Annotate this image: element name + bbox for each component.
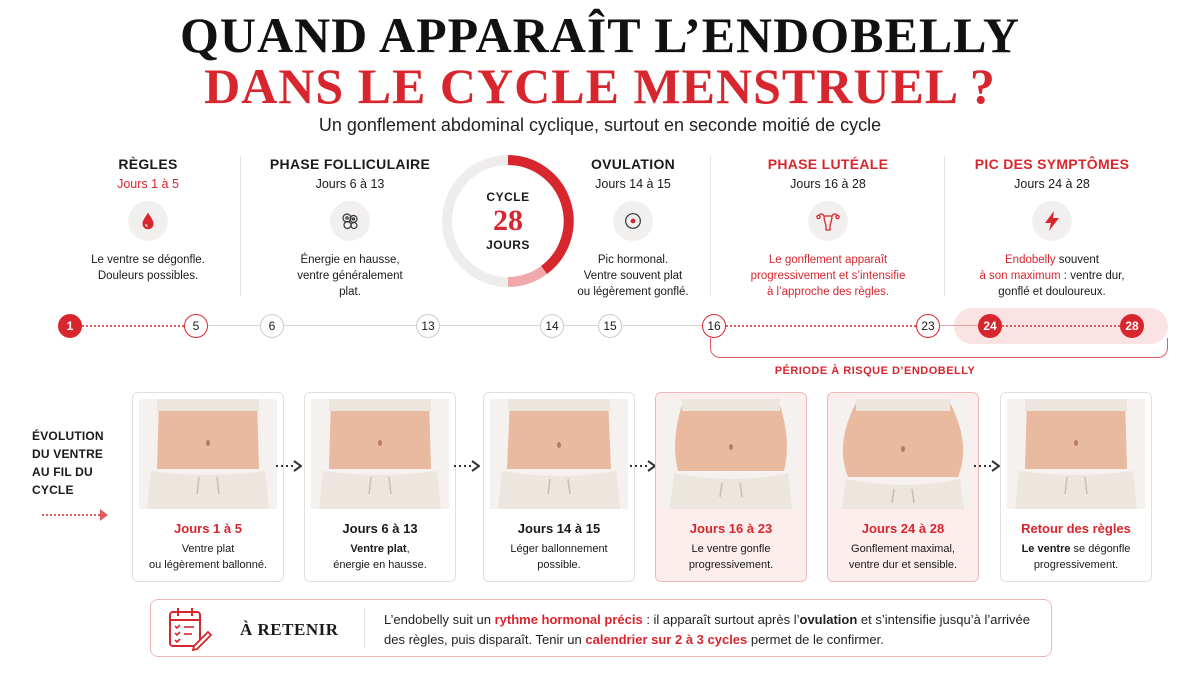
belly-illustration [490,399,628,509]
lightning-icon [1032,201,1072,241]
card-description: Le ventre se dégonfle progressivement. [1021,543,1131,571]
divider [710,156,711,296]
subtitle: Un gonflement abdominal cyclique, surtou… [318,115,882,135]
phase-title: PHASE LUTÉALE [767,156,889,172]
day-marker: 28 [1120,314,1144,338]
timeline-segment [208,325,260,326]
cycle-label: CYCLE 28 JOURS [486,190,530,252]
belly-illustration [311,399,449,509]
day-marker: 23 [916,314,940,338]
phase-title: PHASE FOLLICULAIRE [269,156,431,172]
phase-days: Jours 1 à 5 [117,177,179,191]
divider [240,156,241,296]
timeline-segment [940,325,978,326]
card-label: Jours 14 à 15 [517,521,601,536]
belly-illustration [834,399,972,509]
phase-description: Endobelly souvent à son maximum : ventre… [979,254,1125,298]
belly-card: Jours 16 à 23 Le ventre gonfle progressi… [655,392,807,582]
phase-pic-symptomes: PIC DES SYMPTÔMES Jours 24 à 28 Endobell… [962,156,1142,300]
checklist-calendar-icon [169,608,212,652]
day-marker: 13 [416,314,440,338]
day-marker: 15 [598,314,622,338]
phase-title: PIC DES SYMPTÔMES [974,156,1130,172]
card-label: Jours 24 à 28 [861,521,945,536]
card-description: Le ventre gonfle progressivement. [688,543,774,571]
evolution-label: ÉVOLUTION DU VENTRE AU FIL DU CYCLE [32,429,104,497]
day-marker: 6 [260,314,284,338]
dotted-arrow-icon [276,460,302,472]
belly-illustration [139,399,277,509]
title-line-2: DANS LE CYCLE MENSTRUEL ? [204,58,996,114]
phase-title: OVULATION [590,156,676,172]
timeline-segment [726,325,916,327]
card-description: Ventre plat ou légèrement ballonné. [148,543,268,571]
divider [364,608,365,648]
phase-title: RÈGLES [118,156,178,172]
card-description: Ventre plat, énergie en hausse. [333,543,427,571]
dotted-arrow-icon [454,460,480,472]
dotted-arrow-icon [630,460,656,472]
divider [944,156,945,296]
uterus-icon [808,201,848,241]
timeline-segment [440,325,540,326]
arrow-head-icon [100,509,108,521]
phase-days: Jours 24 à 28 [1014,177,1090,191]
day-marker: 5 [184,314,208,338]
day-marker: 16 [702,314,726,338]
phase-luteale: PHASE LUTÉALE Jours 16 à 28 Le gonflemen… [738,156,918,300]
timeline-segment [82,325,184,327]
risk-period-label: PÉRIODE À RISQUE D’ENDOBELLY [774,365,976,377]
dotted-arrow-icon [974,460,1000,472]
belly-card: Retour des règles Le ventre se dégonfle … [1000,392,1152,582]
retenir-box [150,599,1052,657]
phase-description: Pic hormonal. Ventre souvent plat ou lég… [577,254,689,298]
title-line-1: QUAND APPARAÎT L’ENDOBELLY [179,7,1021,63]
phase-regles: RÈGLES Jours 1 à 5 Le ventre se dégonfle… [60,156,236,284]
phase-description: Énergie en hausse, ventre généralement p… [297,254,403,298]
belly-card: Jours 24 à 28 Gonflement maximal, ventre… [827,392,979,582]
card-description: Léger ballonnement possible. [510,543,608,571]
retenir-text: L’endobelly suit un rythme hormonal préc… [384,612,1030,647]
card-label: Jours 1 à 5 [174,521,242,536]
phase-days: Jours 14 à 15 [595,177,671,191]
card-label: Jours 16 à 23 [689,521,773,536]
belly-card: Jours 1 à 5 Ventre plat ou légèrement ba… [132,392,284,582]
blood-drop-icon [128,201,168,241]
risk-bracket [710,338,1168,358]
timeline-segment [622,325,702,326]
day-marker: 1 [58,314,82,338]
card-description: Gonflement maximal, ventre dur et sensib… [848,543,958,571]
retenir-title: À RETENIR [240,620,339,639]
belly-card: Jours 6 à 13 Ventre plat, énergie en hau… [304,392,456,582]
ovum-icon [613,201,653,241]
follicles-icon [330,201,370,241]
evolution-arrow [42,514,104,516]
phase-days: Jours 6 à 13 [315,177,385,191]
timeline-segment [284,325,416,326]
card-label: Jours 6 à 13 [342,521,418,536]
phase-folliculaire: PHASE FOLLICULAIRE Jours 6 à 13 Énergie … [262,156,438,300]
card-label: Retour des règles [1021,521,1131,536]
phase-ovulation: OVULATION Jours 14 à 15 Pic hormonal. Ve… [560,156,706,300]
day-marker: 24 [978,314,1002,338]
belly-illustration [1007,399,1145,509]
belly-illustration [662,399,800,509]
timeline-segment [564,325,598,326]
cycle-ring [442,155,574,287]
phase-days: Jours 16 à 28 [790,177,866,191]
day-marker: 14 [540,314,564,338]
phase-description: Le gonflement apparaît progressivement e… [750,254,906,298]
belly-card: Jours 14 à 15 Léger ballonnement possibl… [483,392,635,582]
timeline-segment [1002,325,1120,327]
phase-description: Le ventre se dégonfle. Douleurs possible… [91,254,205,282]
